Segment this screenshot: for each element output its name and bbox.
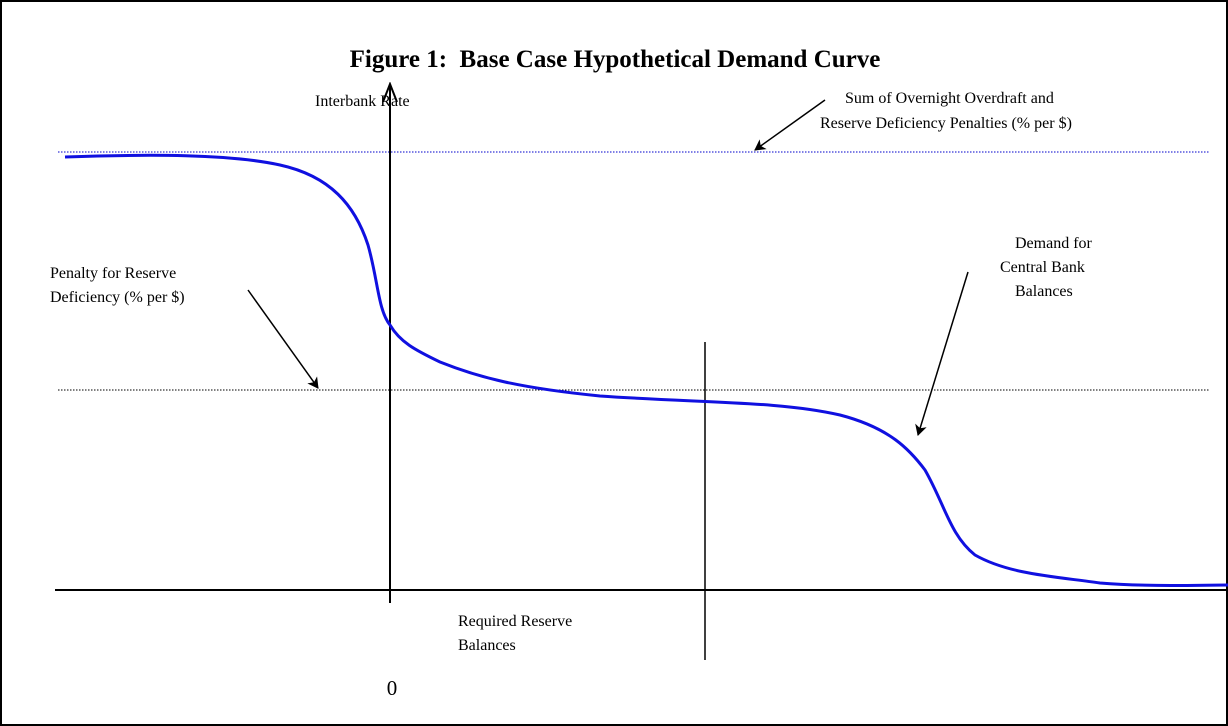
label: Sum of Overnight Overdraft and — [845, 90, 1054, 107]
label: Required Reserve — [458, 613, 572, 630]
label: Reserve Deficiency Penalties (% per $) — [820, 115, 1072, 132]
label: Balances — [1015, 283, 1073, 300]
arrow — [247, 289, 319, 389]
origin-label: 0 — [387, 676, 398, 700]
label: Central Bank — [1000, 259, 1085, 276]
demand-curve — [64, 153, 1228, 587]
label: Penalty for Reserve — [50, 265, 176, 282]
arrow — [915, 271, 969, 436]
label: Demand for — [1015, 235, 1093, 252]
label: Deficiency (% per $) — [50, 289, 185, 306]
arrow — [754, 99, 826, 151]
title: Figure 1: Base Case Hypothetical Demand … — [350, 46, 881, 73]
label: Interbank Rate — [315, 93, 410, 110]
label: Balances — [458, 637, 516, 654]
